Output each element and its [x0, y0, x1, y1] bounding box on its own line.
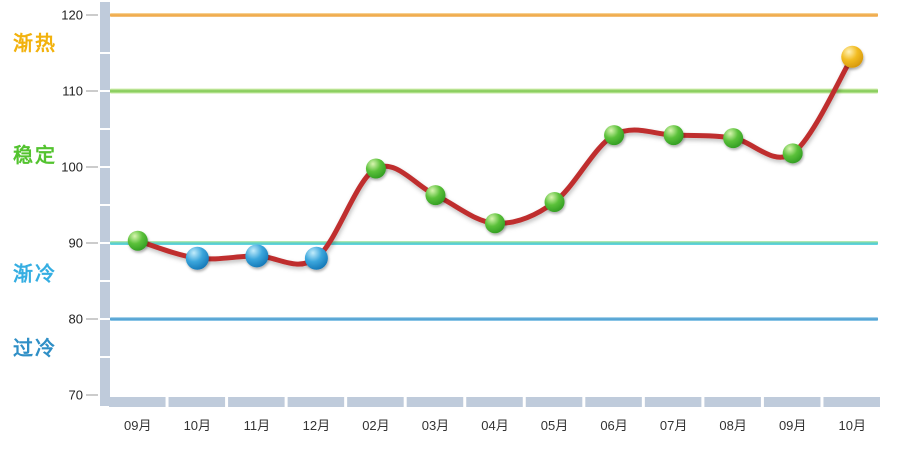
x-axis-label: 12月 [303, 418, 330, 433]
y-axis-separator [100, 128, 110, 130]
data-point-11月-2[interactable] [245, 244, 269, 268]
x-axis-label: 10月 [838, 418, 865, 433]
zone-label-cold: 过冷 [13, 336, 57, 360]
y-tick-label: 110 [62, 84, 83, 99]
x-axis-segment [644, 397, 702, 407]
x-axis-segment [585, 397, 642, 407]
zone-label-cooling: 渐冷 [13, 261, 57, 285]
x-axis-segment [525, 397, 583, 407]
data-point-10月-12[interactable] [841, 45, 864, 68]
y-tick-label: 100 [61, 160, 83, 175]
y-tick-label: 90 [69, 236, 83, 251]
y-tick-label: 80 [69, 312, 83, 327]
data-point-08月-10[interactable] [723, 128, 744, 149]
x-axis-label: 08月 [719, 418, 746, 433]
threshold-hot-line [110, 13, 878, 17]
x-axis-segment [466, 397, 523, 407]
y-axis-separator [100, 356, 110, 358]
data-point-07月-9[interactable] [663, 125, 684, 146]
data-point-03月-5[interactable] [425, 185, 446, 206]
threshold-cooling-line [110, 241, 878, 245]
y-axis-separator [100, 166, 110, 168]
y-axis-separator [100, 318, 110, 320]
data-point-06月-8[interactable] [604, 125, 625, 146]
x-axis-label: 11月 [244, 418, 271, 433]
data-point-09月-11[interactable] [782, 143, 803, 164]
x-axis-label: 05月 [541, 418, 568, 433]
x-axis-label: 10月 [184, 418, 211, 433]
y-axis-separator [100, 204, 110, 206]
data-point-04月-6[interactable] [485, 213, 505, 234]
x-axis-label: 03月 [422, 418, 449, 433]
x-axis-label: 02月 [362, 418, 389, 433]
x-axis-segment [228, 397, 285, 407]
x-axis-label: 07月 [660, 418, 687, 433]
y-axis-separator [100, 52, 110, 54]
data-point-10月-1[interactable] [185, 246, 209, 270]
data-point-05月-7[interactable] [544, 191, 565, 212]
x-axis-segment [347, 397, 404, 407]
x-axis-segment [287, 397, 345, 407]
data-point-12月-3[interactable] [304, 246, 328, 270]
x-axis-segment [406, 397, 464, 407]
x-axis-segment [109, 397, 166, 407]
threshold-stable-line [110, 88, 878, 94]
x-axis-segment [763, 397, 821, 407]
y-axis-separator [100, 90, 110, 92]
x-axis-label: 04月 [481, 418, 508, 433]
data-point-09月-0[interactable] [127, 230, 148, 251]
zone-label-hot: 渐热 [13, 31, 57, 55]
x-axis-label: 09月 [124, 418, 151, 433]
y-tick-label: 70 [69, 388, 83, 403]
y-axis-separator [100, 242, 110, 244]
x-axis-segment [168, 397, 226, 407]
zone-label-stable: 稳定 [13, 143, 57, 167]
x-axis-segment [704, 397, 761, 407]
threshold-cold-line [110, 317, 878, 321]
data-point-02月-4[interactable] [365, 158, 386, 179]
x-axis-label: 06月 [600, 418, 627, 433]
x-axis-label: 09月 [779, 418, 806, 433]
y-axis-separator [100, 280, 110, 282]
x-axis-segment [823, 397, 880, 407]
y-tick-label: 120 [61, 8, 83, 23]
